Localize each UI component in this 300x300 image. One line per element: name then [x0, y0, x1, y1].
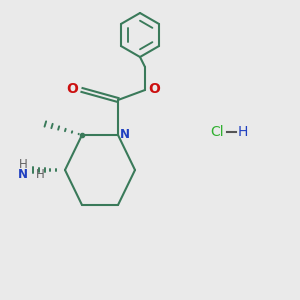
- Text: O: O: [66, 82, 78, 96]
- Text: O: O: [148, 82, 160, 96]
- Text: H: H: [19, 158, 28, 170]
- Text: H: H: [238, 125, 248, 139]
- Text: N: N: [120, 128, 130, 140]
- Text: N: N: [18, 167, 28, 181]
- Text: H: H: [36, 167, 45, 181]
- Text: Cl: Cl: [210, 125, 224, 139]
